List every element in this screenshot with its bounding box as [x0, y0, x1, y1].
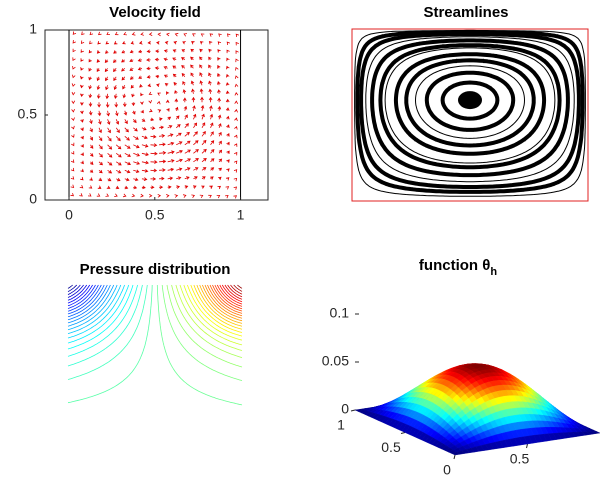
pressure-contour: [67, 284, 148, 380]
pressure-contour: [230, 284, 243, 295]
surface-patch: [451, 451, 461, 456]
streamline: [404, 58, 536, 148]
pressure-contour: [67, 284, 138, 357]
streamline: [393, 52, 547, 156]
x-tick-label: 0.5: [510, 451, 530, 467]
pressure-contour: [67, 284, 111, 324]
streamline: [415, 65, 525, 139]
pressure-contour: [67, 284, 108, 321]
pressure-contour: [156, 284, 243, 406]
z-tick-label: 0: [341, 401, 349, 417]
streamline: [359, 32, 581, 189]
pressure-contour: [67, 284, 96, 309]
pressure-contour: [193, 284, 243, 330]
pressure-contour: [199, 284, 243, 324]
pressure-contour: [224, 284, 243, 300]
pressure-contour: [233, 284, 243, 292]
pressure-contour: [207, 284, 243, 317]
pressure-contour: [179, 284, 243, 346]
pressure-contour: [67, 284, 91, 304]
pressure-contour: [202, 284, 243, 322]
y-tick-label: 1: [337, 417, 345, 433]
y-tick-label: 1: [29, 21, 37, 37]
streamline: [378, 43, 562, 170]
pressure-contour: [214, 284, 243, 310]
pressure-contour: [221, 284, 243, 303]
z-tick-label: 0.1: [330, 305, 350, 321]
pressure-contour: [175, 284, 243, 351]
streamline: [354, 30, 586, 197]
pressure-contour: [67, 284, 143, 367]
streamline-core: [458, 91, 482, 110]
pressure-contour: [67, 284, 88, 301]
pressure-contour: [171, 284, 243, 358]
x-tick: [526, 443, 528, 449]
pressure-contour: [190, 284, 243, 333]
pressure-contour: [166, 284, 243, 368]
title-main: function θ: [419, 257, 490, 274]
y-tick-label: 0.5: [18, 106, 38, 122]
pressure-contour: [67, 284, 81, 295]
x-tick-label: 1: [237, 207, 245, 223]
pressure-contour: [187, 284, 243, 337]
pressure-contour: [67, 284, 73, 289]
pressure-contour: [196, 284, 243, 327]
chart-title: Streamlines: [423, 4, 508, 21]
y-tick-label: 0.5: [381, 439, 401, 455]
x-tick: [453, 454, 456, 460]
pressure-contour: [67, 284, 84, 298]
pressure-plot: [67, 284, 243, 406]
pressure-contour: [212, 284, 242, 312]
pressure-contour: [67, 284, 102, 315]
title-subscript: h: [490, 266, 497, 278]
pressure-contour: [67, 284, 78, 292]
streamline-plot: [351, 28, 589, 202]
pressure-contour: [67, 284, 153, 404]
pressure-contour: [67, 284, 134, 350]
y-tick: [350, 409, 356, 412]
pressure-contour: [227, 284, 243, 298]
chart-title: function θh: [419, 257, 497, 278]
pressure-contour: [161, 284, 243, 381]
pressure-contour: [216, 284, 243, 307]
pressure-contour: [183, 284, 243, 341]
pressure-contour: [204, 284, 243, 319]
pressure-contour: [219, 284, 243, 305]
pressure-contour: [237, 284, 243, 289]
chart-title: Pressure distribution: [80, 261, 231, 278]
pressure-contour: [67, 284, 125, 339]
pressure-contour: [67, 284, 122, 334]
velocity-plot: 0 0.5 1 0 0.5 1: [18, 21, 269, 223]
y-tick-label: 0: [29, 191, 37, 207]
velocity-arrows: [70, 31, 240, 199]
pressure-contour: [67, 284, 115, 327]
z-tick-label: 0.05: [322, 353, 349, 369]
pressure-contour: [209, 284, 243, 314]
x-tick-label: 0.5: [145, 207, 165, 223]
pressure-contour: [67, 284, 118, 331]
pressure-contour: [67, 284, 105, 318]
streamline: [370, 38, 570, 178]
streamline: [355, 29, 585, 194]
streamline: [384, 47, 556, 164]
pressure-contour: [67, 284, 99, 312]
chart-title: Velocity field: [109, 4, 201, 21]
x-tick-label: 0: [443, 462, 451, 478]
streamline: [424, 70, 516, 132]
pressure-contour: [67, 284, 93, 307]
frame: [351, 28, 589, 202]
streamline: [365, 36, 575, 183]
y-tick: [400, 432, 406, 434]
streamline: [440, 80, 500, 121]
pressure-contour: [67, 284, 130, 344]
axes-box: [44, 29, 269, 201]
x-tick-label: 0: [65, 207, 73, 223]
